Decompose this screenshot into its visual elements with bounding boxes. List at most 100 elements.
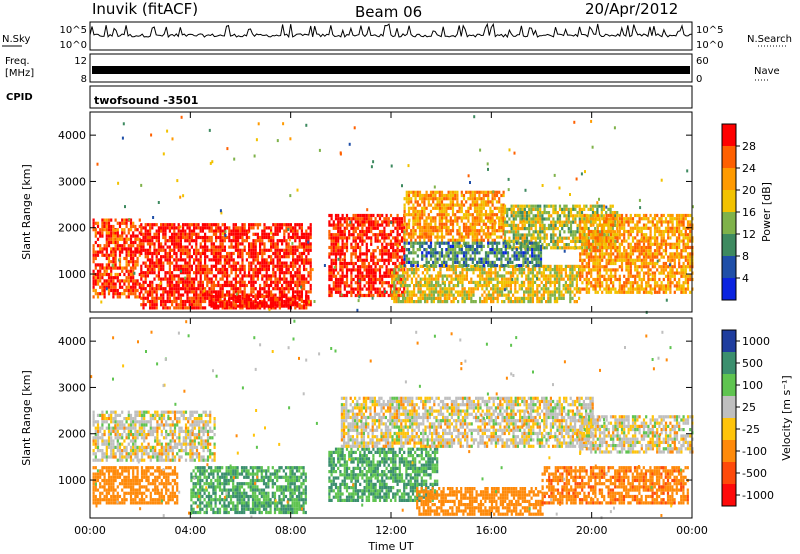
heat-cell <box>127 228 130 232</box>
heat-cell <box>527 268 530 272</box>
heat-cell <box>385 217 388 221</box>
heat-cell <box>581 220 584 224</box>
heat-cell <box>144 235 147 240</box>
heat-cell <box>160 226 163 230</box>
heat-cell <box>415 284 418 288</box>
heat-cell <box>171 223 174 227</box>
heat-cell <box>463 274 466 278</box>
heat-cell <box>354 281 357 285</box>
heat-cell <box>236 294 239 299</box>
heat-cell <box>414 213 417 217</box>
heat-cell <box>416 203 419 207</box>
heat-cell <box>385 249 388 253</box>
heat-cell <box>263 223 266 227</box>
heat-cell <box>605 258 608 262</box>
heat-cell <box>518 284 521 288</box>
heat-cell <box>298 277 301 281</box>
heat-cell <box>234 304 237 308</box>
heat-cell <box>372 284 375 288</box>
heat-cell <box>480 190 483 194</box>
heat-cell <box>337 252 340 256</box>
heat-cell <box>501 280 504 284</box>
heat-cell <box>461 290 464 294</box>
heat-cell <box>232 258 235 262</box>
heat-cell <box>155 290 158 294</box>
heat-cell <box>292 287 295 291</box>
heat-cell <box>576 204 579 208</box>
heat-cell <box>509 280 512 284</box>
heat-cell <box>365 255 368 259</box>
heat-cell <box>414 193 417 198</box>
heat-cell <box>406 296 409 300</box>
heat-cell <box>618 258 621 262</box>
heat-cell <box>127 263 130 267</box>
heat-cell <box>489 209 492 214</box>
heat-cell <box>94 292 97 296</box>
heat-cell <box>528 204 531 208</box>
heat-cell <box>516 277 519 281</box>
heat-cell <box>605 281 608 285</box>
heat-cell <box>175 283 178 288</box>
heat-cell <box>613 223 617 227</box>
heat-cell <box>562 277 565 281</box>
heat-cell <box>567 277 570 281</box>
heat-cell <box>541 214 544 218</box>
heat-cell <box>374 217 377 221</box>
heat-cell <box>525 227 529 231</box>
heat-cell <box>612 213 615 218</box>
heat-cell <box>480 229 483 233</box>
heat-cell <box>583 233 586 237</box>
heat-cell <box>328 271 331 275</box>
heat-cell <box>603 223 606 227</box>
heat-cell <box>391 280 394 284</box>
heat-cell <box>503 220 507 224</box>
heat-cell <box>110 231 113 235</box>
heat-cell <box>482 203 485 207</box>
heat-cell <box>226 251 229 256</box>
heat-cell <box>612 223 615 227</box>
heat-cell <box>374 223 377 227</box>
heat-cell <box>587 271 591 275</box>
heat-cell <box>265 283 268 288</box>
heat-cell <box>627 258 630 262</box>
heat-cell <box>188 229 191 233</box>
heat-cell <box>339 217 342 221</box>
heat-cell <box>270 283 273 288</box>
heat-cell <box>574 230 577 234</box>
heat-cell <box>296 267 299 272</box>
heat-cell <box>298 280 301 284</box>
heat-cell <box>394 220 397 224</box>
heat-cell <box>256 301 259 305</box>
heat-cell <box>432 200 435 204</box>
heat-cell <box>471 235 474 239</box>
heat-cell <box>121 285 124 289</box>
heat-cell <box>434 190 437 194</box>
heat-cell <box>179 229 182 233</box>
heat-cell <box>607 233 610 237</box>
heat-cell <box>330 245 333 250</box>
heat-cell <box>162 277 165 281</box>
heat-cell <box>484 213 488 217</box>
heat-cell <box>530 207 533 211</box>
heat-cell <box>345 265 349 269</box>
heat-cell <box>567 284 570 288</box>
heat-cell <box>112 250 115 254</box>
heat-cell <box>186 235 189 240</box>
heat-cell <box>590 223 593 227</box>
heat-cell <box>254 287 257 291</box>
heat-cell <box>545 243 548 247</box>
heat-cell <box>581 287 584 291</box>
heat-cell <box>179 267 182 272</box>
heat-cell <box>509 290 512 294</box>
heat-cell <box>175 242 178 246</box>
heat-cell <box>144 261 147 265</box>
heat-cell <box>558 217 562 221</box>
heat-cell <box>278 223 281 227</box>
heat-cell <box>298 235 301 240</box>
heat-cell <box>114 218 117 222</box>
heat-cell <box>250 267 253 272</box>
heat-cell <box>272 232 275 236</box>
heat-cell <box>469 225 472 230</box>
heat-cell <box>600 236 603 240</box>
heat-cell <box>423 225 426 230</box>
